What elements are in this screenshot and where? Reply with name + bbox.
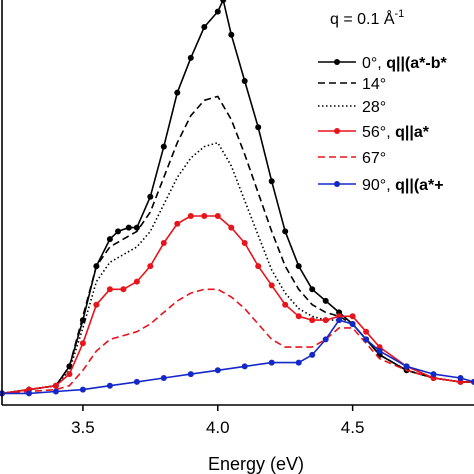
series-0-point [214, 8, 221, 15]
series-0-point [147, 193, 154, 200]
x-axis-label: Energy (eV) [208, 454, 304, 474]
series-3-point [268, 282, 275, 289]
series-3-point [295, 313, 302, 320]
series-0-point [220, 0, 227, 3]
series-0-point [241, 78, 248, 84]
series-5-point [214, 367, 221, 374]
series-3-point [282, 301, 289, 308]
series-0-point [309, 286, 316, 293]
series-3-point [133, 278, 140, 285]
series-5-point [160, 375, 167, 381]
series-5-point [79, 386, 86, 393]
legend-label-1: 14° [362, 76, 386, 93]
series-0-point [174, 89, 181, 96]
x-tick-label: 4.5 [341, 418, 365, 437]
series-0-point [160, 143, 167, 150]
ticks-layer: 3.5 4.0 4.5 [71, 405, 364, 437]
legend: q = 0.1 Å-1 0°, q||(a*-b* 14° 28° 56°, q||a*… [318, 8, 447, 194]
legend-marker-3 [334, 128, 340, 134]
series-0-point [282, 228, 289, 235]
series-3-point [214, 213, 221, 219]
series-5-point [403, 363, 410, 370]
series-0-point [115, 228, 121, 235]
series-0-point [295, 263, 302, 270]
legend-label-0: 0°, q||(a*-b* [362, 55, 447, 72]
series-3-point [79, 340, 86, 347]
series-5-point [295, 359, 302, 366]
series-3-point [309, 317, 316, 324]
series-0-point [125, 224, 132, 231]
legend-label-3: 56°, q||a* [362, 124, 430, 141]
series-3-point [106, 286, 113, 293]
series-3-point [160, 240, 167, 246]
series-line-4 [1, 288, 474, 395]
series-5-point [268, 359, 275, 366]
series-3-point [174, 220, 181, 227]
series-5-point [457, 375, 464, 381]
series-3-point [322, 317, 329, 324]
series-3-point [255, 263, 262, 270]
series-3-point [120, 286, 127, 293]
series-0-point [255, 124, 262, 131]
series-3-point [241, 240, 248, 246]
legend-header: q = 0.1 Å-1 [330, 8, 404, 28]
series-5-point [309, 351, 316, 358]
series-5-point [471, 378, 474, 385]
series-5-point [376, 348, 383, 354]
series-0-point [322, 297, 329, 304]
series-3-point [66, 371, 73, 378]
series-5-point [187, 371, 194, 378]
series-layer [0, 0, 474, 397]
series-3-point [349, 313, 356, 320]
legend-label-2: 28° [362, 99, 386, 116]
series-5-point [26, 390, 32, 397]
series-3-point [52, 382, 59, 389]
series-5-point [133, 378, 140, 385]
series-5-point [349, 321, 356, 327]
series-3-point [93, 301, 100, 308]
series-0-point [228, 31, 235, 38]
series-3-point [228, 224, 235, 231]
series-0-point [201, 24, 208, 30]
series-5-point [322, 336, 329, 343]
series-3-point [187, 213, 194, 219]
series-0-point [268, 178, 275, 185]
series-0-point [187, 54, 194, 61]
series-5-point [106, 382, 113, 389]
series-0-point [133, 224, 140, 231]
legend-label-5: 90°, q||(a*+ [362, 177, 444, 194]
x-tick-label: 4.0 [206, 418, 230, 437]
legend-label-4: 67° [362, 150, 386, 167]
series-line-5 [2, 319, 474, 395]
legend-marker-0 [334, 59, 340, 65]
series-3-point [147, 263, 154, 270]
series-5-point [363, 336, 370, 343]
series-5-point [52, 388, 59, 395]
series-5-point [241, 363, 248, 370]
x-tick-label: 3.5 [71, 418, 95, 437]
series-3-point [363, 328, 370, 335]
series-3-point [201, 213, 208, 219]
series-0-point [106, 236, 113, 243]
axes-layer [1, 0, 474, 406]
legend-marker-5 [334, 181, 340, 187]
series-line-2 [1, 141, 474, 395]
series-5-point [336, 317, 343, 324]
series-5-point [430, 371, 437, 378]
